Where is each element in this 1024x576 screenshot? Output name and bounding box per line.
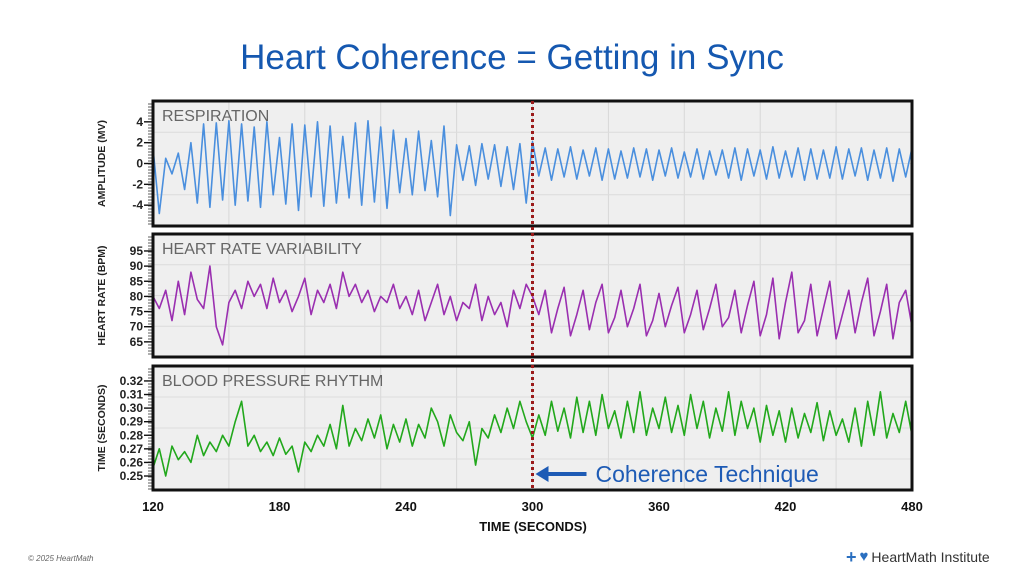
y-tick-label: 0 (136, 157, 143, 171)
y-axis-label: HEART RATE (BPM) (96, 245, 108, 345)
y-tick-label: 85 (130, 274, 144, 288)
x-tick-label: 240 (395, 499, 417, 514)
plus-icon: + (846, 547, 857, 567)
y-tick-label: 90 (130, 259, 144, 273)
panel-label: HEART RATE VARIABILITY (162, 241, 362, 258)
y-tick-label: 0.28 (120, 428, 144, 442)
annotation-label: Coherence Technique (596, 461, 819, 487)
y-tick-label: 0.26 (120, 455, 144, 469)
y-tick-label: -2 (132, 177, 143, 191)
panel-label: RESPIRATION (162, 108, 269, 125)
series-line (152, 120, 913, 217)
x-tick-label: 180 (269, 499, 291, 514)
panel-label: BLOOD PRESSURE RHYTHM (162, 373, 383, 390)
x-axis-label: TIME (SECONDS) (479, 519, 587, 534)
panel-1: RESPIRATION 4 2 0 -2 -4 AMPLITUDE (MV) (96, 99, 914, 228)
y-tick-label: 0.29 (120, 415, 144, 429)
heart-icon: ♥ (859, 548, 869, 565)
y-tick-label: 2 (136, 136, 143, 150)
chart-title: Heart Coherence = Getting in Sync (240, 38, 784, 77)
x-tick-label: 120 (142, 499, 164, 514)
y-tick-label: 65 (130, 335, 144, 349)
y-tick-label: 0.31 (120, 388, 144, 402)
copyright: © 2025 HeartMath (28, 554, 94, 563)
y-axis-label: TIME (SECONDS) (96, 385, 108, 472)
y-tick-label: 95 (130, 244, 144, 258)
x-tick-label: 300 (522, 499, 544, 514)
y-tick-label: -4 (132, 198, 143, 212)
logo-text: HeartMath Institute (871, 549, 990, 565)
y-tick-label: 0.27 (120, 442, 144, 456)
x-tick-label: 420 (775, 499, 797, 514)
arrow-left-icon (535, 466, 549, 482)
y-axis-label: AMPLITUDE (MV) (96, 120, 108, 207)
y-tick-label: 70 (130, 320, 144, 334)
x-tick-label: 360 (648, 499, 670, 514)
y-tick-label: 4 (136, 115, 143, 129)
y-tick-label: 0.30 (120, 401, 144, 415)
y-tick-label: 75 (130, 305, 144, 319)
x-tick-label: 480 (901, 499, 923, 514)
logo: + ♥ HeartMath Institute (846, 547, 990, 567)
series-line (152, 265, 913, 346)
y-tick-label: 0.25 (120, 469, 144, 483)
y-tick-label: 80 (130, 289, 144, 303)
y-tick-label: 0.32 (120, 374, 144, 388)
